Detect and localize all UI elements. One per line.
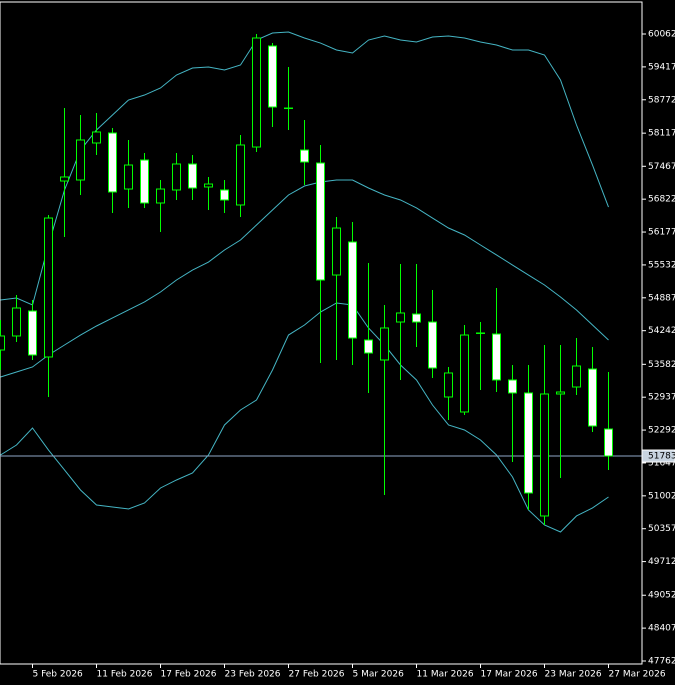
candle-body (252, 37, 261, 148)
x-tick-label: 17 Feb 2026 (161, 670, 217, 680)
y-tick-label: 56177 (648, 228, 675, 238)
candle-body (220, 189, 229, 201)
candle-body (556, 391, 565, 395)
candle-body (380, 327, 389, 361)
y-tick-label: 49712 (648, 557, 675, 567)
candle-body (348, 241, 357, 339)
candle-body (364, 339, 373, 354)
x-tick-label: 5 Mar 2026 (353, 670, 405, 680)
candle-body (588, 368, 597, 427)
candle-body (412, 313, 421, 323)
candle-body (316, 162, 325, 281)
y-tick-label: 55532 (648, 260, 675, 270)
x-tick-label: 5 Feb 2026 (33, 670, 84, 680)
last-price-label: 51783 (648, 452, 675, 462)
y-tick-label: 54887 (648, 293, 675, 303)
candle-body (492, 333, 501, 381)
candle-body (284, 107, 293, 110)
x-tick-label: 17 Mar 2026 (481, 670, 538, 680)
candle-body (460, 334, 469, 413)
y-tick-label: 52937 (648, 393, 675, 403)
candle-body (508, 379, 517, 394)
candle-body (428, 321, 437, 369)
candle-body (92, 131, 101, 144)
candle-body (524, 392, 533, 494)
y-tick-label: 56822 (648, 195, 675, 205)
candle-body (396, 312, 405, 323)
y-tick-label: 52292 (648, 426, 675, 436)
candle-body (76, 139, 85, 181)
x-tick-label: 27 Feb 2026 (289, 670, 345, 680)
y-tick-label: 51647 (648, 458, 675, 468)
x-tick-label: 11 Feb 2026 (97, 670, 153, 680)
y-tick-label: 51002 (648, 491, 675, 501)
y-tick-label: 48407 (648, 624, 675, 634)
x-tick-label: 11 Mar 2026 (417, 670, 474, 680)
candle-body (108, 132, 117, 193)
x-tick-label: 27 Mar 2026 (609, 670, 666, 680)
candle-body (124, 164, 133, 190)
y-tick-label: 59417 (648, 62, 675, 72)
candle-body (444, 372, 453, 398)
candle-body (204, 183, 213, 188)
candle-body (44, 217, 53, 358)
y-tick-label: 53582 (648, 360, 675, 370)
band-line (0, 179, 609, 378)
candle-body (140, 159, 149, 204)
candle-body (236, 144, 245, 206)
candle-body (572, 365, 581, 388)
candle-body (604, 428, 613, 457)
x-tick-label: 23 Feb 2026 (225, 670, 281, 680)
y-tick-label: 49052 (648, 591, 675, 601)
candle-body (28, 310, 37, 356)
candle-body (172, 163, 181, 191)
last-price-box (641, 449, 675, 463)
y-tick-label: 60062 (648, 30, 675, 40)
y-tick-label: 50357 (648, 524, 675, 534)
candle-body (12, 307, 21, 337)
candle-body (540, 393, 549, 517)
y-tick-label: 54242 (648, 326, 675, 336)
y-tick-label: 58772 (648, 95, 675, 105)
band-line (0, 302, 609, 533)
x-tick-label: 23 Mar 2026 (545, 670, 602, 680)
candle-body (332, 227, 341, 276)
candle-body (300, 149, 309, 163)
y-tick-label: 47762 (648, 656, 675, 666)
candle-body (156, 188, 165, 204)
candle-body (268, 45, 277, 108)
candle-body (0, 335, 5, 351)
y-tick-label: 57467 (648, 162, 675, 172)
candle-body (188, 163, 197, 189)
candle-body (60, 176, 69, 182)
band-line (0, 31, 609, 306)
y-tick-label: 58117 (648, 129, 675, 139)
candle-body (476, 332, 485, 334)
